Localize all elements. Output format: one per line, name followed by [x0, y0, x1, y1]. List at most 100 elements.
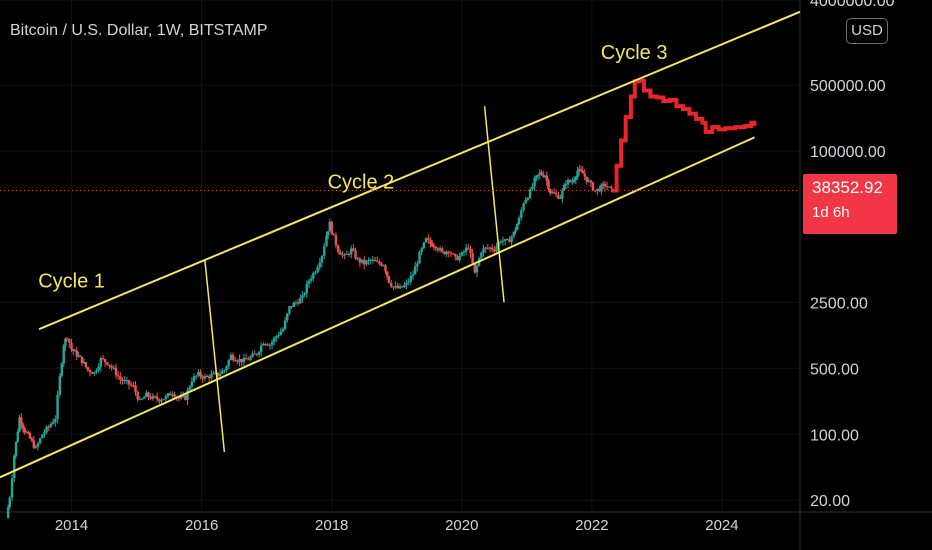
- candle-body: [238, 358, 241, 362]
- candle-body: [65, 338, 69, 340]
- candle-body: [155, 396, 159, 400]
- candle-body: [197, 371, 200, 376]
- x-tick-label: 2024: [705, 517, 738, 534]
- candle-body: [392, 286, 395, 288]
- candle-body: [411, 274, 415, 276]
- candle-body: [407, 281, 410, 283]
- y-axis[interactable]: 4000000.00 500000.00 100000.00 2500.00 500.0…: [810, 0, 895, 510]
- y-tick-label: 500000.00: [810, 78, 886, 95]
- candle-body: [520, 210, 523, 218]
- candle-body: [184, 395, 187, 400]
- candle-body: [110, 365, 113, 368]
- candle-body: [64, 338, 67, 346]
- candle-body: [307, 280, 311, 284]
- candle-body: [369, 259, 372, 261]
- candle-body: [566, 179, 570, 185]
- chart-title: Bitcoin / U.S. Dollar, 1W, BITSTAMP: [10, 22, 268, 39]
- candle-body: [283, 320, 287, 330]
- candle-body: [123, 380, 126, 382]
- candle-body: [34, 446, 37, 448]
- candle-body: [229, 354, 233, 361]
- candle-body: [168, 393, 172, 396]
- candle-body: [134, 385, 137, 393]
- candle-body: [106, 362, 109, 365]
- candle-body: [443, 251, 446, 255]
- candle-body: [296, 302, 300, 304]
- candle-body: [316, 267, 319, 273]
- candle-body: [495, 246, 498, 252]
- candle-body: [356, 258, 359, 260]
- candle-body: [119, 376, 122, 380]
- candle-body: [591, 182, 595, 191]
- candle-body: [54, 418, 57, 423]
- candle-body: [501, 240, 505, 242]
- candle-body: [227, 360, 230, 367]
- candle-body: [21, 424, 25, 429]
- candle-body: [380, 263, 383, 266]
- candle-body: [140, 398, 144, 400]
- candle-body: [303, 293, 306, 296]
- currency-button[interactable]: USD: [846, 18, 888, 44]
- candle-body: [68, 338, 71, 343]
- candle-body: [522, 203, 525, 211]
- candle-body: [247, 359, 250, 361]
- candle-body: [273, 337, 276, 342]
- candle-body: [451, 253, 455, 255]
- candle-body: [95, 370, 98, 372]
- channel-lines[interactable]: [0, 10, 801, 479]
- candle-body: [449, 252, 453, 254]
- candle-body: [363, 259, 366, 265]
- candle-body: [583, 173, 586, 177]
- candle-body: [323, 246, 326, 257]
- candle-body: [318, 262, 321, 268]
- y-tick-label: 500.00: [810, 361, 859, 378]
- candle-body: [589, 180, 592, 183]
- cycle-dividers[interactable]: [204, 106, 505, 452]
- candle-body: [268, 344, 272, 346]
- candle-body: [13, 455, 16, 479]
- candle-body: [201, 376, 204, 379]
- candle-body: [367, 260, 370, 262]
- candle-body: [341, 254, 344, 256]
- candle-body: [339, 252, 342, 255]
- candle-body: [275, 336, 278, 338]
- candle-body: [325, 235, 328, 247]
- candle-body: [579, 169, 583, 171]
- candle-body: [25, 432, 28, 434]
- candle-body: [360, 259, 364, 263]
- candle-body: [162, 399, 165, 401]
- candle-body: [240, 358, 243, 363]
- candle-body: [195, 375, 198, 377]
- candle-body: [445, 251, 448, 255]
- candle-body: [221, 370, 224, 374]
- candle-body: [97, 366, 100, 371]
- candle-body: [8, 497, 11, 508]
- candle-body: [86, 366, 90, 371]
- x-axis: 2014 2016 2018 2020 2022 2024: [55, 517, 739, 534]
- candle-body: [99, 358, 103, 367]
- candle-body: [16, 431, 19, 442]
- candle-body: [610, 186, 613, 188]
- upper-channel-line: [38, 10, 801, 331]
- candle-body: [405, 282, 408, 285]
- candle-body: [326, 231, 330, 236]
- candle-body: [103, 359, 107, 363]
- candle-body: [45, 426, 48, 433]
- candle-body: [365, 260, 368, 265]
- candle-body: [562, 184, 566, 191]
- candle-body: [598, 188, 601, 192]
- candle-body: [262, 343, 265, 346]
- candle-body: [605, 186, 609, 188]
- candle-body: [462, 251, 466, 253]
- candle-body: [396, 285, 400, 289]
- candle-body: [552, 192, 556, 194]
- candle-body: [354, 250, 357, 259]
- candle-body: [499, 241, 503, 243]
- current-price-label: 38352.92: [812, 178, 883, 197]
- candle-body: [475, 265, 479, 273]
- candle-body: [251, 353, 254, 357]
- candle-body: [429, 239, 432, 244]
- candle-body: [28, 433, 32, 439]
- candle-body: [432, 246, 436, 248]
